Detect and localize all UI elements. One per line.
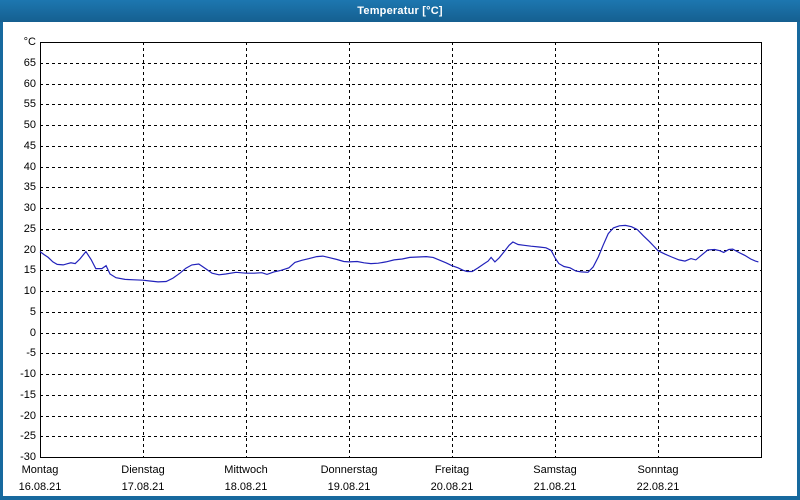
y-tick-label--20: -20 <box>20 409 36 422</box>
x-axis-day-17.08.21: Dienstag 17.08.21 <box>121 463 164 495</box>
x-axis-day-18.08.21: Mittwoch 18.08.21 <box>224 463 267 495</box>
temperature-series-line <box>39 224 759 283</box>
y-tick-label-45: 45 <box>23 139 36 152</box>
x-day-date-label: 22.08.21 <box>636 481 680 493</box>
y-tick-label--30: -30 <box>20 451 36 463</box>
y-tick-label-25: 25 <box>23 222 36 235</box>
x-day-date-label: 18.08.21 <box>224 481 268 493</box>
y-tick-label--5: -5 <box>26 347 36 360</box>
x-day-name-label: Donnerstag <box>320 464 378 476</box>
x-axis-day-20.08.21: Freitag 20.08.21 <box>431 463 474 495</box>
x-axis-day-21.08.21: Samstag 21.08.21 <box>533 463 576 495</box>
y-tick-label-10: 10 <box>23 285 36 297</box>
x-day-date-label: 17.08.21 <box>121 481 165 493</box>
y-tick-label--10: -10 <box>20 368 36 380</box>
y-tick-label-40: 40 <box>23 160 36 173</box>
y-tick-label-50: 50 <box>23 119 36 131</box>
plot-border <box>40 42 762 458</box>
y-tick-label--15: -15 <box>20 388 36 401</box>
x-axis-day-19.08.21: Donnerstag 19.08.21 <box>321 463 378 495</box>
y-tick-label-35: 35 <box>23 181 36 194</box>
x-day-name-label: Freitag <box>434 464 470 476</box>
x-axis-day-16.08.21: Montag 16.08.21 <box>19 463 62 495</box>
y-axis-unit-label: °C <box>23 36 36 48</box>
y-tick-label-65: 65 <box>23 56 36 69</box>
x-day-name-label: Dienstag <box>121 464 165 476</box>
y-tick-label--25: -25 <box>20 430 36 443</box>
x-day-name-label: Sonntag <box>637 464 679 476</box>
y-tick-label-30: 30 <box>23 202 36 214</box>
y-tick-label-0: 0 <box>29 326 36 339</box>
title-bar: Temperatur [°C] <box>0 0 800 22</box>
y-tick-label-20: 20 <box>23 243 36 256</box>
x-day-name-label: Mittwoch <box>224 464 268 476</box>
y-tick-label-15: 15 <box>23 264 36 277</box>
x-day-date-label: 19.08.21 <box>327 481 371 493</box>
x-day-name-label: Samstag <box>533 464 577 476</box>
x-day-date-label: 20.08.21 <box>430 481 474 493</box>
x-day-date-label: 21.08.21 <box>533 481 577 493</box>
x-day-date-label: 16.08.21 <box>18 481 62 493</box>
y-tick-label-60: 60 <box>23 77 36 90</box>
window-title: Temperatur [°C] <box>357 5 443 17</box>
y-tick-label-55: 55 <box>23 98 36 111</box>
x-day-name-label: Montag <box>21 464 59 476</box>
y-tick-label-5: 5 <box>29 305 36 318</box>
x-axis-day-22.08.21: Sonntag 22.08.21 <box>637 463 680 495</box>
